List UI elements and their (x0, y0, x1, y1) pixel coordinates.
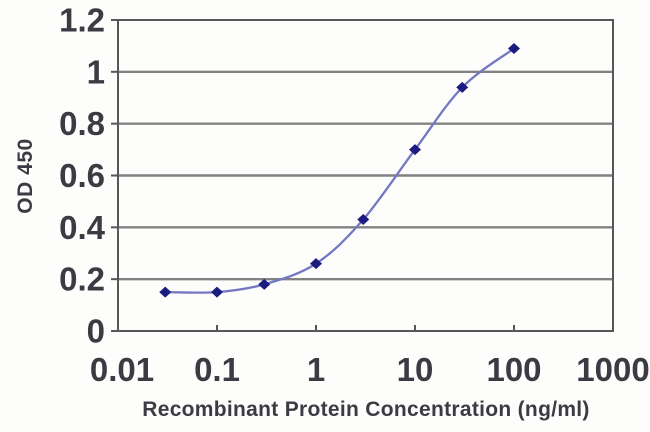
data-point-marker (357, 214, 370, 226)
y-tick-label: 0.8 (59, 105, 105, 142)
x-tick-label: 100 (486, 351, 541, 388)
data-point-marker (310, 258, 322, 270)
data-point-marker (211, 286, 223, 298)
data-point-marker (409, 144, 421, 156)
y-axis-title: OD 450 (14, 138, 37, 214)
x-tick-label: 1 (307, 351, 325, 388)
x-axis-title: Recombinant Protein Concentration (ng/ml… (142, 398, 590, 421)
data-point-marker (258, 278, 271, 290)
data-point-marker (159, 286, 172, 298)
x-tick-label: 0.1 (194, 351, 240, 388)
data-point-marker (456, 81, 469, 93)
x-tick-label: 0.01 (90, 351, 154, 388)
plot-border (117, 19, 614, 332)
y-tick-label: 0 (87, 313, 105, 350)
y-tick-label: 0.6 (59, 157, 105, 194)
y-tick-label: 1 (87, 53, 105, 90)
data-point-marker (508, 43, 520, 55)
y-tick-label: 1.2 (59, 2, 105, 39)
x-tick-label: 10 (397, 351, 434, 388)
x-tick-label: 1000 (576, 351, 649, 388)
y-tick-label: 0.2 (59, 261, 105, 298)
y-tick-label: 0.4 (59, 209, 106, 246)
